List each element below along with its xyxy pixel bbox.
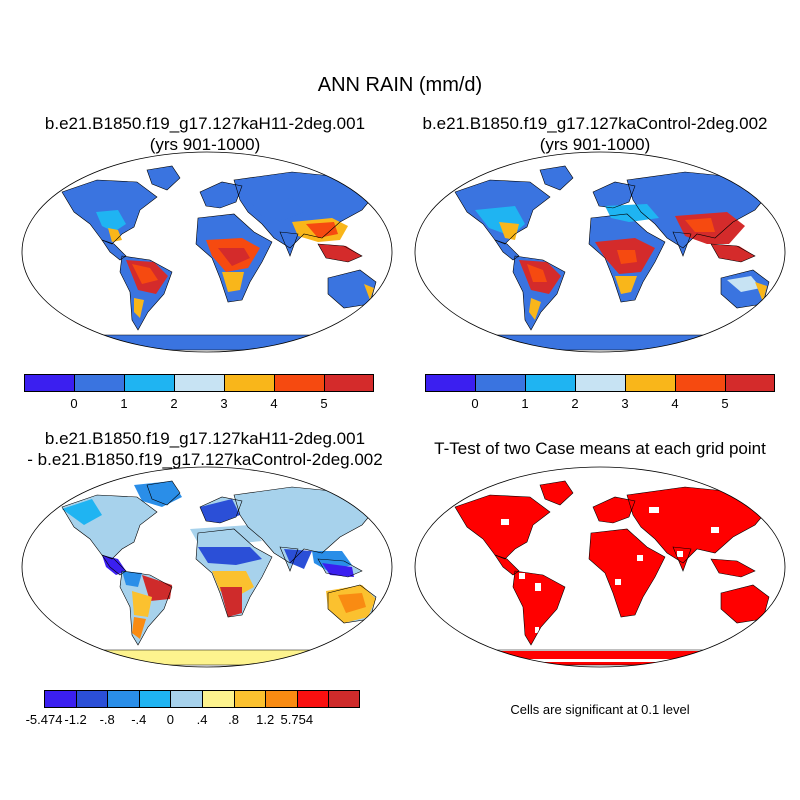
diff-title-line2: - b.e21.B1850.f19_g17.127kaControl-2deg.… <box>27 450 383 469</box>
diff-colorbar-label: 5.754 <box>280 712 314 727</box>
rain-colorbar-box <box>625 374 675 392</box>
rain-colorbar-box <box>274 374 324 392</box>
rain-colorbar-label: 5 <box>320 396 328 411</box>
significance-note: Cells are significant at 0.1 level <box>510 702 690 717</box>
diff-colorbar-box <box>138 690 171 708</box>
rain-colorbar-label: 4 <box>270 396 278 411</box>
diff-colorbar-box <box>265 690 297 708</box>
diff-colorbar <box>44 690 360 708</box>
diff-colorbar-label: -1.2 <box>64 712 87 727</box>
rain-colorbar-box <box>725 374 775 392</box>
rain-colorbar-label: 2 <box>571 396 579 411</box>
case2-title: b.e21.B1850.f19_g17.127kaControl-2deg.00… <box>400 113 790 155</box>
rain-colorbar-box <box>575 374 625 392</box>
rain-colorbar-label: 0 <box>471 396 479 411</box>
rain-colorbar-box <box>124 374 174 392</box>
rain-colorbar-box <box>475 374 525 392</box>
rain-colorbar-box <box>174 374 224 392</box>
diff-map <box>21 466 393 668</box>
rain-colorbar-box <box>525 374 575 392</box>
diff-colorbar-label: 0 <box>166 712 175 727</box>
case1-title-line2: (yrs 901-1000) <box>149 135 261 154</box>
rain-colorbar-label: 3 <box>220 396 228 411</box>
rain-colorbar-label: 3 <box>621 396 629 411</box>
ttest-map <box>414 466 786 668</box>
diff-colorbar-label: 1.2 <box>256 712 275 727</box>
rain-colorbar-label: 1 <box>521 396 529 411</box>
diff-colorbar-label: -5.474 <box>25 712 63 727</box>
rain-colorbar-box <box>675 374 725 392</box>
rain-colorbar-label: 2 <box>170 396 178 411</box>
case1-colorbar <box>24 374 374 392</box>
rain-colorbar-box <box>425 374 475 392</box>
diff-colorbar-box <box>75 690 108 708</box>
rain-colorbar-label: 4 <box>671 396 679 411</box>
rain-colorbar-box <box>224 374 274 392</box>
diff-colorbar-box <box>107 690 139 708</box>
diff-colorbar-label: .4 <box>196 712 208 727</box>
rain-colorbar-box <box>74 374 124 392</box>
rain-colorbar-label: 5 <box>721 396 729 411</box>
diff-colorbar-box <box>44 690 76 708</box>
diff-colorbar-box <box>170 690 202 708</box>
case2-colorbar <box>425 374 775 392</box>
rain-colorbar-label: 0 <box>70 396 78 411</box>
main-title: ANN RAIN (mm/d) <box>317 74 483 96</box>
case1-title: b.e21.B1850.f19_g17.127kaH11-2deg.001 (y… <box>10 113 400 155</box>
diff-colorbar-label: -.4 <box>131 712 147 727</box>
case2-title-line2: (yrs 901-1000) <box>539 135 651 154</box>
rain-colorbar-label: 1 <box>120 396 128 411</box>
case1-title-line1: b.e21.B1850.f19_g17.127kaH11-2deg.001 <box>44 114 366 133</box>
diff-colorbar-label: .8 <box>228 712 240 727</box>
case2-title-line1: b.e21.B1850.f19_g17.127kaControl-2deg.00… <box>422 114 768 133</box>
diff-colorbar-box <box>296 690 329 708</box>
rain-colorbar-box <box>324 374 374 392</box>
diff-colorbar-box <box>328 690 360 708</box>
case1-map <box>21 151 393 353</box>
diff-title: b.e21.B1850.f19_g17.127kaH11-2deg.001 - … <box>0 428 410 470</box>
diff-title-line1: b.e21.B1850.f19_g17.127kaH11-2deg.001 <box>44 429 366 448</box>
diff-colorbar-label: -.8 <box>99 712 115 727</box>
diff-colorbar-box <box>233 690 266 708</box>
rain-colorbar-box <box>24 374 74 392</box>
diff-colorbar-box <box>201 690 234 708</box>
ttest-title: T-Test of two Case means at each grid po… <box>434 439 766 458</box>
case2-map <box>414 151 786 353</box>
